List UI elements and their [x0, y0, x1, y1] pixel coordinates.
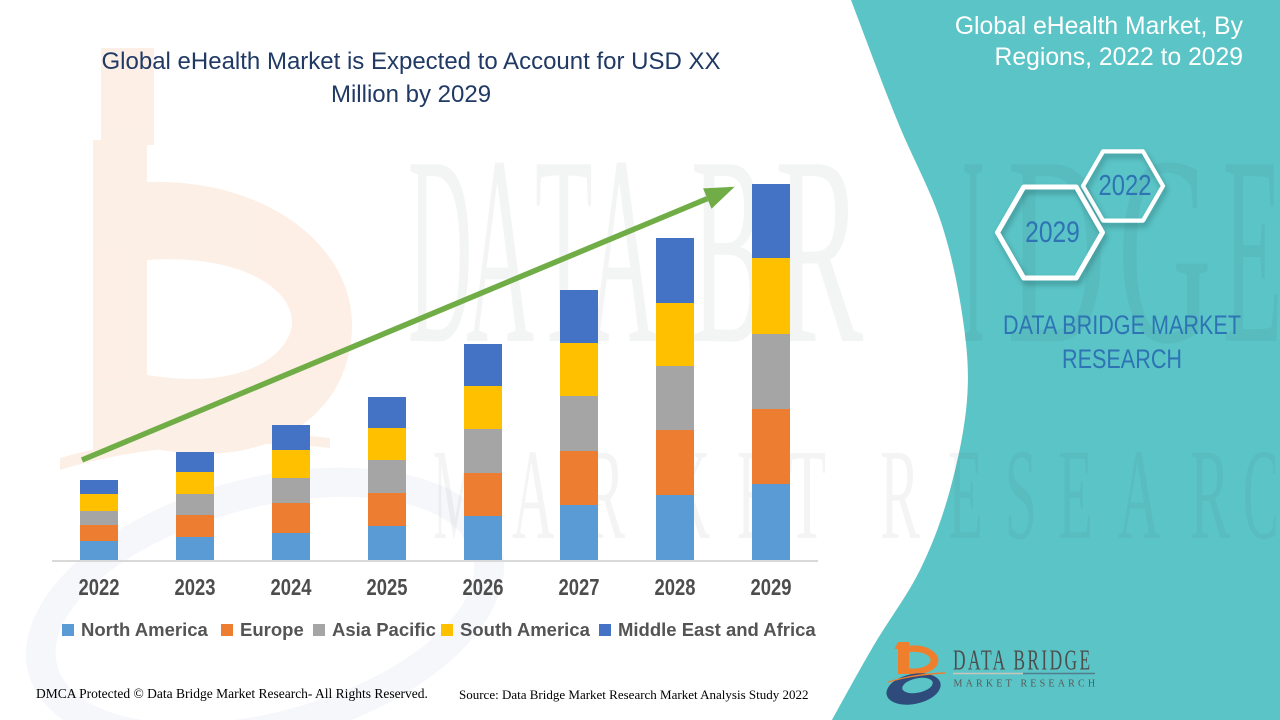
- svg-text:MARKET RESEARCH: MARKET RESEARCH: [954, 679, 1099, 690]
- svg-text:DATA BRIDGE: DATA BRIDGE: [953, 645, 1093, 677]
